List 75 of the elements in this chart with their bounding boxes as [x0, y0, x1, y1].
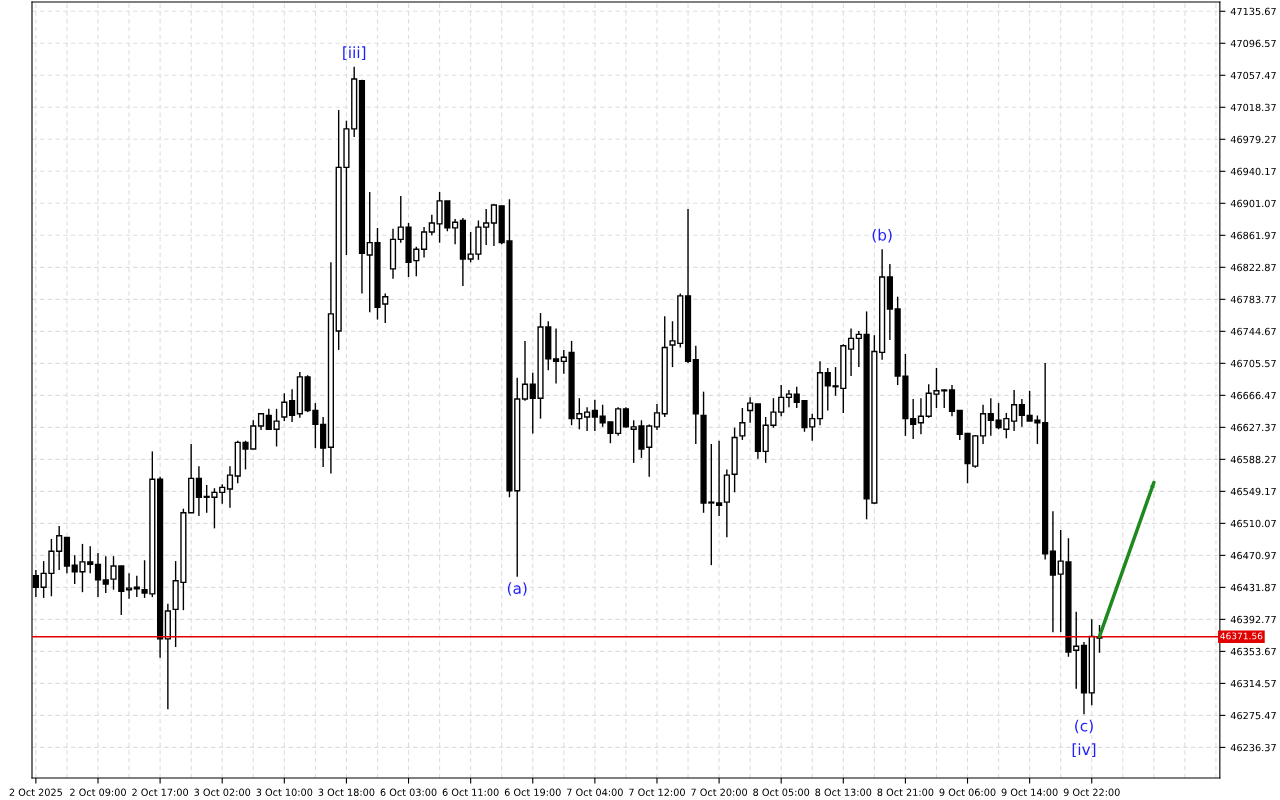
candlestick: [847, 327, 855, 377]
candlestick: [320, 416, 327, 468]
candlestick: [420, 226, 428, 259]
y-tick-label: 46510.07: [1230, 519, 1276, 528]
x-tick-label: 2 Oct 09:00: [70, 788, 126, 796]
candlestick: [583, 406, 591, 432]
x-tick-label: 2 Oct 17:00: [132, 788, 189, 796]
x-tick-label: 8 Oct 13:00: [815, 788, 872, 796]
y-tick-label: 46979.27: [1230, 135, 1276, 144]
y-tick-label: 46901.07: [1230, 199, 1276, 208]
candlestick: [521, 340, 529, 402]
x-tick-label: 6 Oct 19:00: [504, 788, 561, 796]
x-tick-label: 3 Oct 02:00: [194, 788, 251, 796]
candlestick: [288, 388, 296, 423]
candlestick: [979, 404, 987, 445]
y-tick-label: 47135.67: [1230, 7, 1276, 16]
candlestick: [739, 407, 746, 441]
candlestick: [281, 392, 288, 422]
y-tick-label: 46666.47: [1230, 391, 1276, 400]
y-tick-label: 46431.87: [1230, 583, 1276, 592]
y-tick-label: 46744.67: [1230, 327, 1276, 336]
candlestick: [715, 440, 723, 517]
candlestick: [1018, 398, 1025, 428]
candlestick: [917, 397, 925, 435]
x-tick-label: 8 Oct 05:00: [753, 788, 810, 796]
candlestick: [747, 396, 754, 424]
y-tick-label: 46353.67: [1230, 647, 1276, 656]
x-tick-label: 9 Oct 22:00: [1063, 788, 1120, 796]
y-tick-label: 46549.17: [1230, 487, 1276, 496]
x-tick-label: 9 Oct 06:00: [939, 788, 996, 796]
y-tick-label: 46392.77: [1230, 615, 1276, 624]
candlestick: [195, 465, 203, 517]
x-tick-label: 6 Oct 03:00: [380, 788, 437, 796]
candlestick: [1049, 510, 1057, 633]
y-tick-label: 46783.77: [1230, 295, 1276, 304]
annotation: [iv]: [1072, 743, 1096, 757]
y-tick-label: 46861.97: [1230, 231, 1276, 240]
annotation: (b): [872, 228, 892, 243]
x-tick-label: 7 Oct 12:00: [629, 788, 685, 796]
candlestick: [490, 203, 498, 247]
y-tick-label: 46822.87: [1230, 263, 1276, 272]
y-tick-label: 46236.37: [1230, 743, 1276, 752]
candlestick: [622, 406, 630, 429]
y-tick-label: 47018.37: [1230, 103, 1276, 112]
y-tick-label: 46705.57: [1230, 359, 1276, 368]
x-tick-label: 9 Oct 14:00: [1001, 788, 1058, 796]
candlestick: [1011, 389, 1018, 432]
y-tick-label: 47096.57: [1230, 39, 1276, 48]
candlestick: [653, 403, 661, 431]
x-tick-label: 7 Oct 04:00: [567, 788, 623, 796]
candlestick: [591, 399, 598, 432]
candlestick: [94, 552, 102, 598]
y-tick-label: 46588.27: [1230, 455, 1276, 464]
x-tick-label: 2 Oct 2025: [9, 788, 62, 796]
x-tick-label: 7 Oct 20:00: [691, 788, 748, 796]
candlestick: [948, 384, 956, 417]
y-tick-label: 46314.57: [1230, 679, 1276, 688]
x-tick-label: 3 Oct 18:00: [318, 788, 375, 796]
x-tick-label: 3 Oct 10:00: [256, 788, 313, 796]
annotation: [iii]: [343, 46, 366, 60]
y-tick-label: 47057.47: [1230, 71, 1276, 80]
y-tick-label: 46627.37: [1230, 423, 1276, 432]
x-tick-label: 6 Oct 11:00: [442, 788, 499, 796]
y-tick-label: 46275.47: [1230, 711, 1276, 720]
annotation: (c): [1075, 719, 1093, 734]
y-tick-label: 46940.17: [1230, 167, 1276, 176]
candlestick: [125, 572, 133, 600]
candlestick: [226, 465, 234, 509]
candlestick: [452, 218, 459, 245]
candlestick: [785, 389, 793, 408]
annotation: (a): [507, 582, 527, 596]
y-tick-label: 46470.97: [1230, 551, 1276, 560]
x-tick-label: 8 Oct 21:00: [877, 788, 934, 796]
ref-line-label: 46371.56: [1220, 632, 1263, 640]
candlestick: [552, 327, 560, 385]
